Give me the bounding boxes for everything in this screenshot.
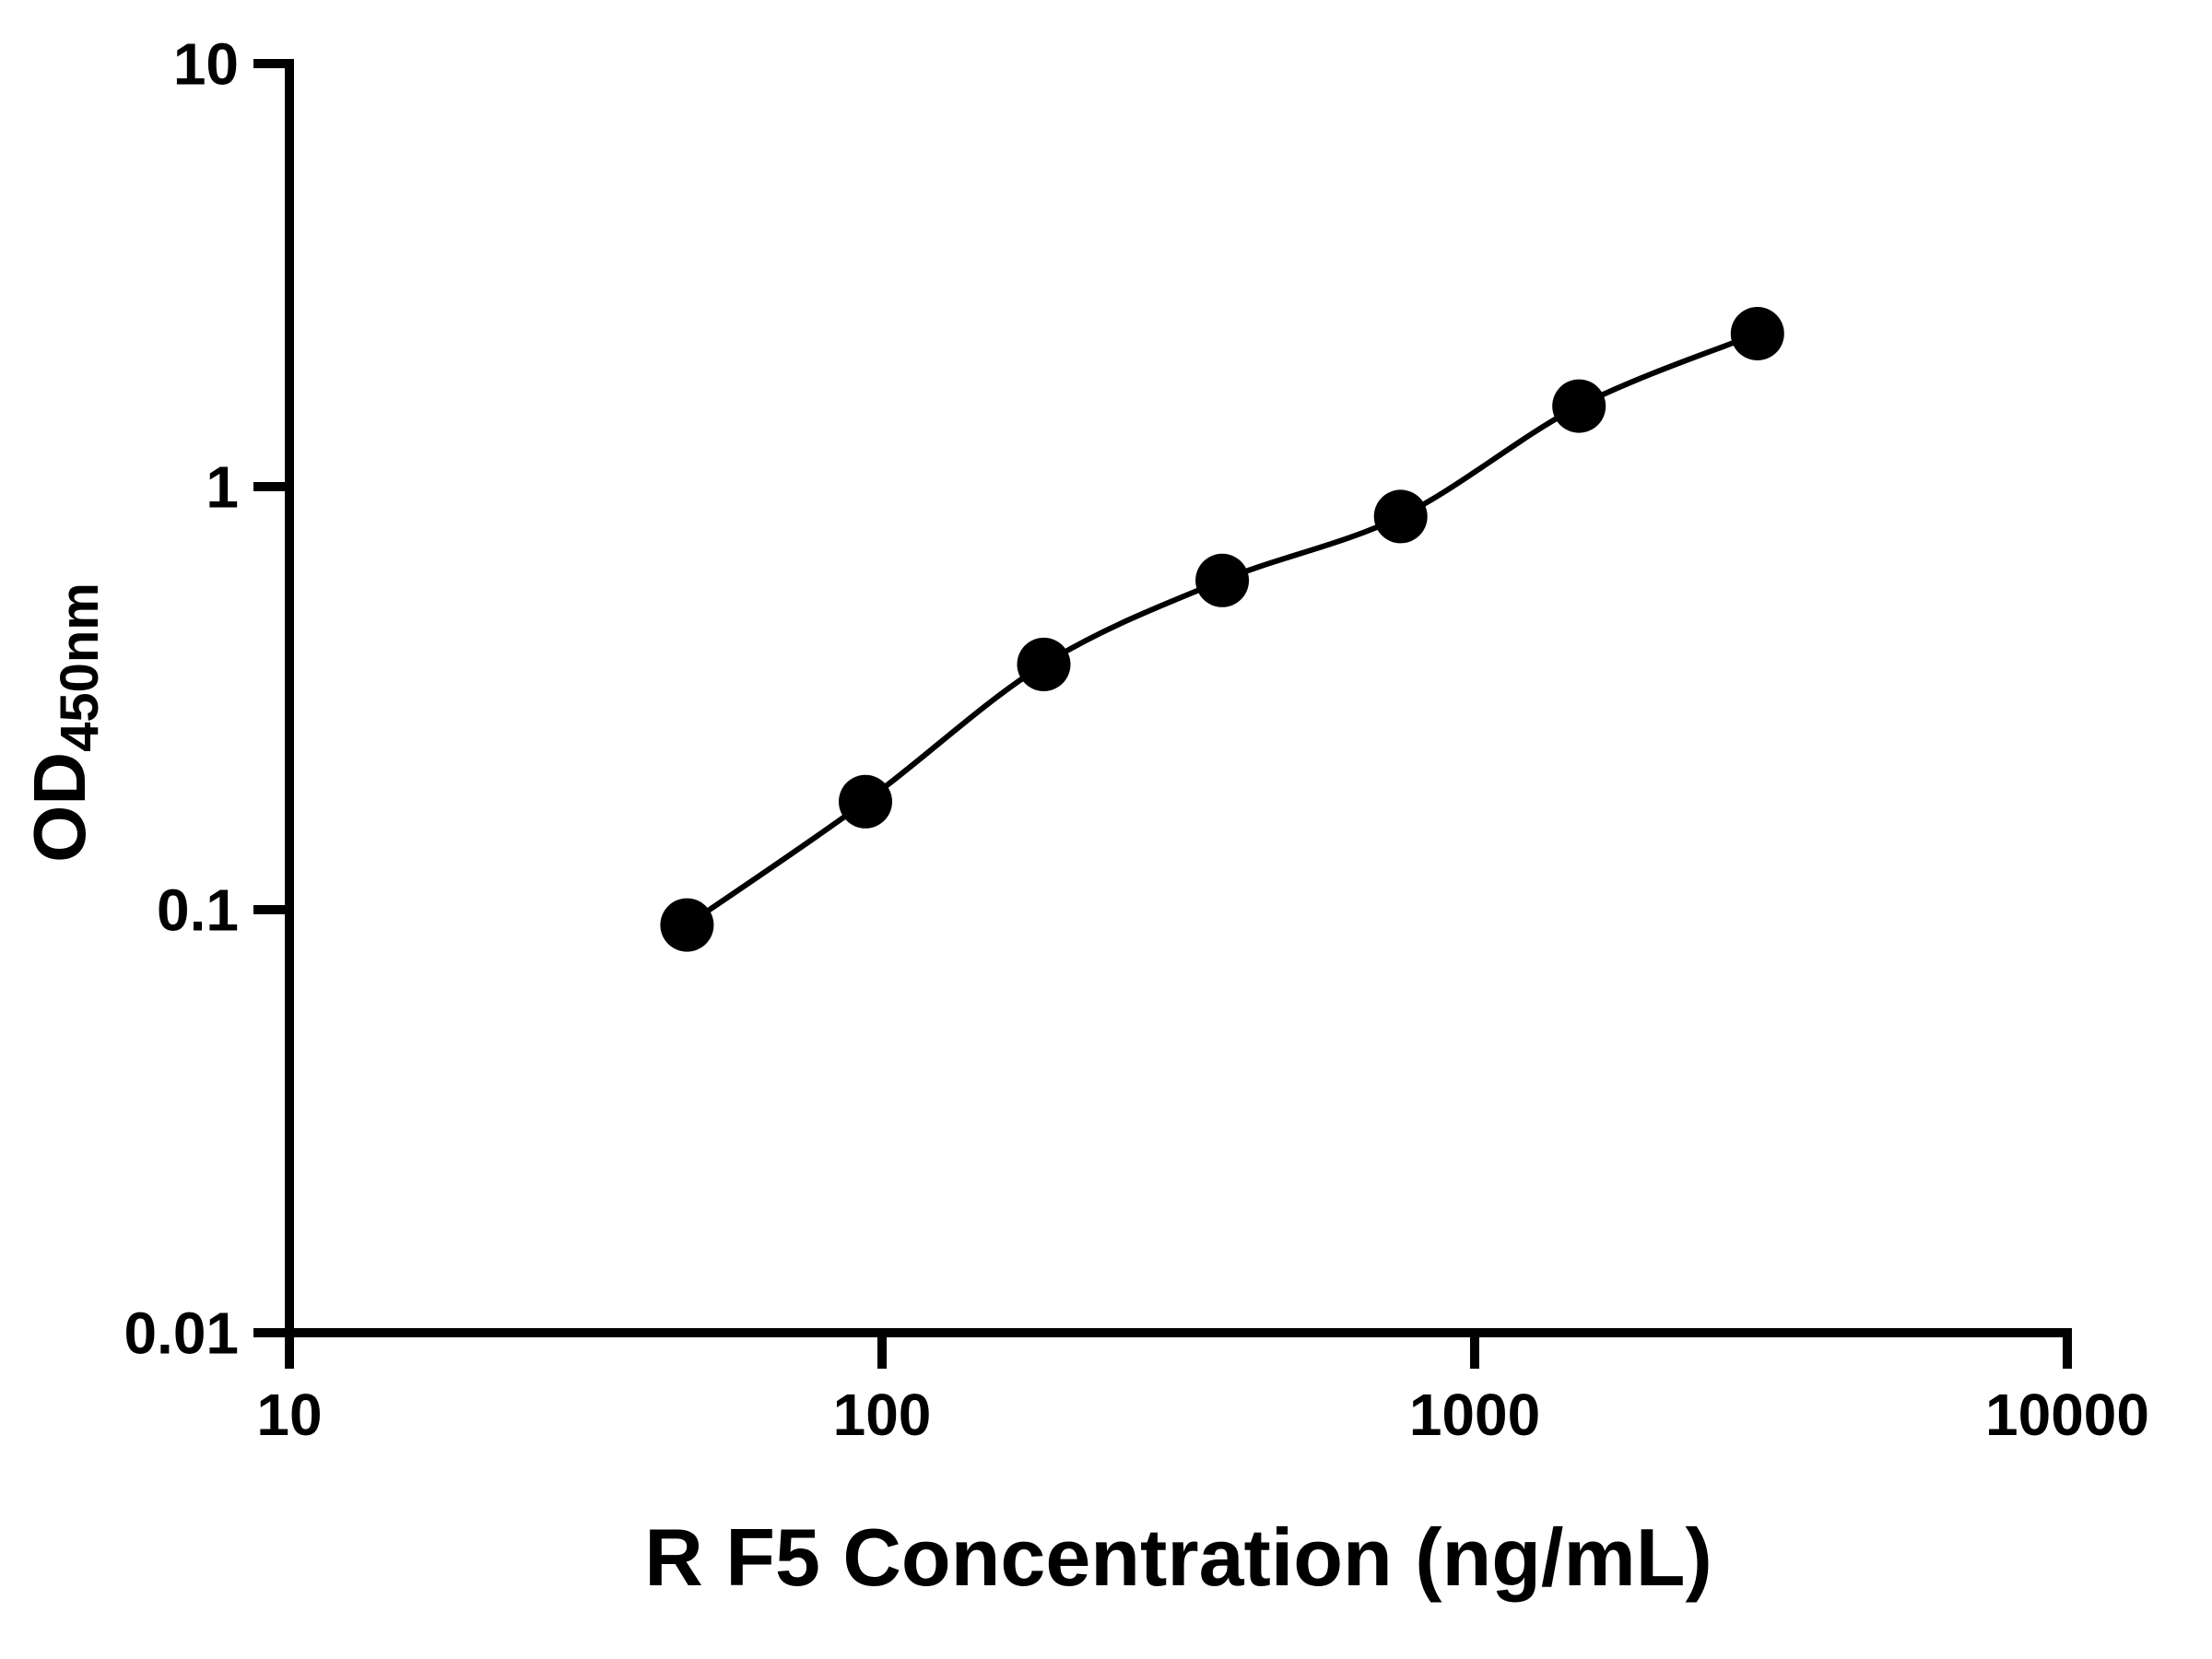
data-point <box>839 774 892 829</box>
x-axis-title: R F5 Concentration (ng/mL) <box>644 1512 1712 1603</box>
y-tick-label: 10 <box>173 30 239 97</box>
y-tick-label: 0.01 <box>124 1300 239 1366</box>
data-point <box>1730 307 1784 360</box>
y-axis-title: OD450nm <box>18 582 110 863</box>
y-axis-title-main: OD <box>18 752 100 863</box>
y-axis-title-subscript: 450nm <box>50 582 110 752</box>
data-point <box>660 898 714 952</box>
x-tick-label: 10 <box>256 1382 322 1448</box>
y-tick-label: 1 <box>206 453 239 520</box>
y-tick-label: 0.1 <box>157 877 239 943</box>
data-point <box>1373 489 1428 544</box>
x-tick-label: 100 <box>833 1382 932 1448</box>
x-tick-label: 1000 <box>1409 1382 1540 1448</box>
x-tick-label: 10000 <box>1985 1382 2149 1448</box>
data-point <box>1552 379 1606 433</box>
data-point <box>1195 553 1250 607</box>
data-point <box>1017 637 1071 691</box>
